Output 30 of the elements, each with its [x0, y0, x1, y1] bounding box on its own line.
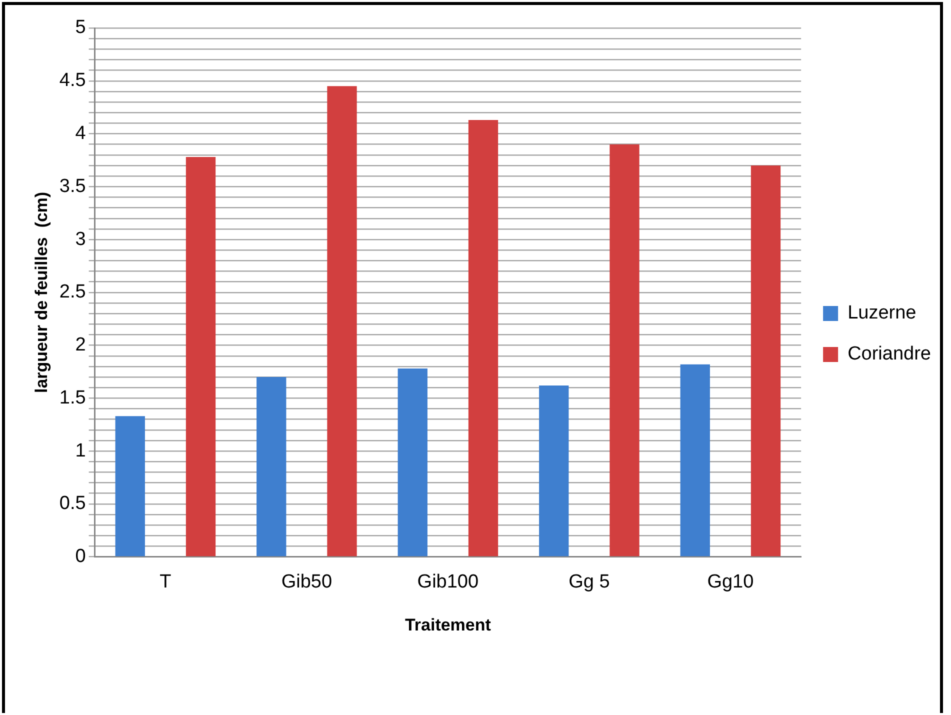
bar [256, 377, 286, 556]
bar [186, 157, 216, 556]
y-tick-label: 5 [75, 17, 86, 38]
x-axis-title: Traitement [404, 615, 492, 634]
bar [327, 86, 357, 556]
y-tick-label: 1 [75, 440, 86, 462]
x-tick-label: T [160, 571, 172, 592]
y-tick-label: 4.5 [59, 70, 86, 92]
bar [468, 120, 498, 556]
y-tick-label: 3 [75, 228, 86, 250]
x-tick-label: Gib100 [417, 571, 479, 592]
y-tick-label: 0 [75, 546, 86, 568]
y-tick-label: 2.5 [59, 282, 86, 303]
bar [539, 385, 569, 556]
y-tick-label: 2 [75, 334, 86, 356]
x-tick-label: Gg10 [707, 571, 754, 592]
bar [750, 165, 781, 556]
legend-label: Luzerne [848, 302, 916, 324]
bar [680, 364, 710, 556]
y-tick-label: 0.5 [59, 493, 86, 514]
y-tick-label: 3.5 [59, 176, 86, 197]
x-tick-label: Gib50 [281, 571, 332, 592]
bar [610, 144, 640, 556]
y-axis-title: largueur de feuilles (cm) [32, 192, 51, 394]
bar [398, 368, 428, 556]
y-tick-label: 4 [75, 122, 86, 144]
y-tick-label: 1.5 [59, 387, 86, 408]
bar [115, 416, 145, 556]
legend-label: Coriandre [848, 344, 932, 365]
x-tick-label: Gg 5 [568, 571, 610, 592]
